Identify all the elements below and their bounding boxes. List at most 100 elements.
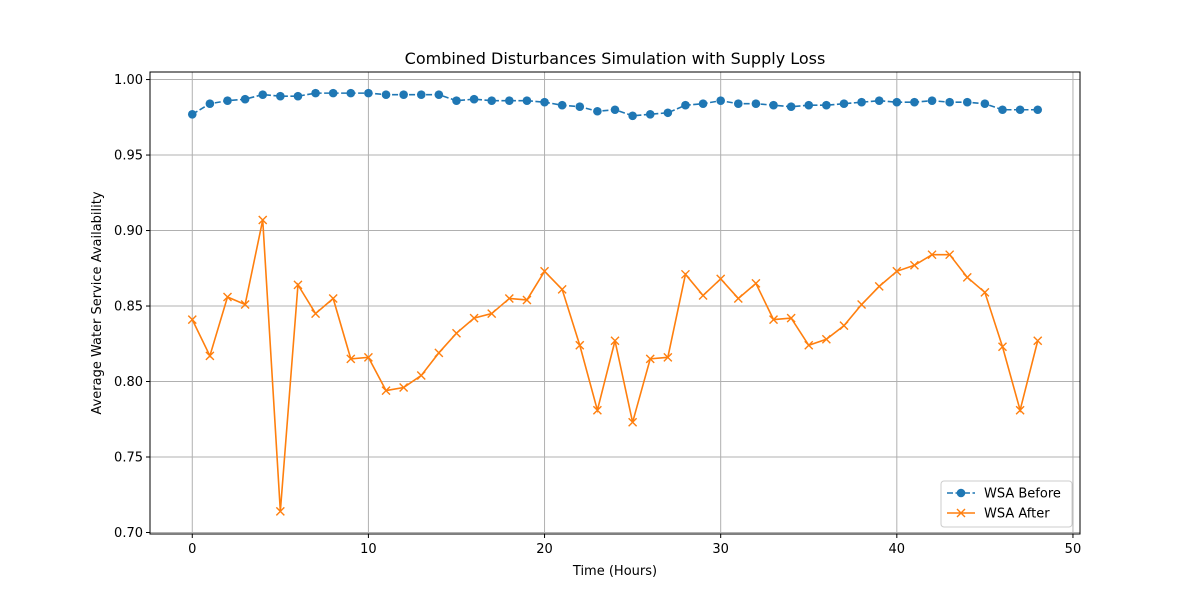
x-tick-label: 40	[889, 542, 906, 557]
data-point-wsa-after	[504, 293, 514, 303]
y-tick-label: 1.00	[114, 73, 143, 88]
data-point-wsa-after	[223, 292, 232, 302]
data-point-wsa-after	[628, 417, 638, 427]
data-point-wsa-before	[276, 91, 285, 101]
data-point-wsa-after	[399, 383, 409, 393]
data-point-wsa-after	[663, 352, 673, 362]
data-point-wsa-before	[769, 100, 778, 110]
data-point-wsa-after	[716, 274, 726, 284]
data-point-wsa-after	[275, 506, 285, 516]
data-point-wsa-before	[857, 97, 866, 107]
data-point-wsa-before	[311, 88, 320, 98]
data-point-wsa-before	[540, 97, 549, 107]
data-point-wsa-after	[434, 348, 444, 358]
data-point-wsa-before	[223, 96, 232, 105]
legend-swatch-marker	[956, 488, 966, 498]
data-point-wsa-before	[522, 96, 532, 105]
grid	[150, 72, 1080, 534]
plot-frame	[149, 71, 1081, 535]
data-point-wsa-before	[1033, 105, 1043, 115]
data-point-wsa-before	[874, 96, 884, 105]
x-tick-label: 20	[536, 542, 553, 557]
data-point-wsa-before	[452, 96, 461, 105]
data-point-wsa-before	[434, 90, 444, 99]
x-tick-label: 30	[712, 542, 729, 557]
data-point-wsa-before	[733, 99, 743, 109]
data-point-wsa-before	[1015, 105, 1025, 115]
data-point-wsa-after	[821, 334, 831, 344]
data-point-wsa-before	[839, 99, 849, 109]
ticks: 0 10 20 30 40 50 0.70 0.75 0.80 0.85 0.90 0.95 1.00	[114, 73, 1081, 557]
data-point-wsa-before	[293, 91, 303, 101]
data-point-wsa-after	[346, 354, 356, 364]
y-tick-label: 0.90	[114, 224, 143, 239]
data-point-wsa-after	[187, 315, 197, 325]
y-tick-label: 0.85	[114, 300, 143, 315]
data-point-wsa-after	[857, 300, 867, 310]
y-tick-label: 0.80	[114, 375, 143, 390]
data-point-wsa-after	[311, 309, 321, 319]
data-point-wsa-before	[698, 99, 708, 109]
data-point-wsa-before	[804, 100, 814, 110]
data-point-wsa-before	[205, 99, 215, 109]
data-point-wsa-after	[328, 293, 338, 303]
data-point-wsa-after	[522, 295, 532, 305]
data-point-wsa-after	[645, 354, 655, 364]
data-point-wsa-before	[980, 99, 990, 109]
data-point-wsa-before	[663, 108, 673, 118]
data-point-wsa-after	[998, 342, 1007, 352]
data-point-wsa-before	[927, 96, 937, 105]
data-point-wsa-before	[593, 106, 602, 116]
data-point-wsa-after	[945, 250, 955, 260]
legend-label-wsa-before: WSA Before	[984, 487, 1061, 502]
data-point-wsa-after	[733, 293, 743, 303]
data-point-wsa-after	[363, 352, 373, 362]
data-point-wsa-after	[540, 266, 550, 276]
data-point-wsa-after	[205, 351, 215, 361]
data-point-wsa-before	[892, 97, 902, 107]
data-point-wsa-after	[293, 280, 303, 290]
data-point-wsa-after	[557, 284, 567, 294]
data-point-wsa-before	[645, 109, 655, 119]
legend-label-wsa-after: WSA After	[984, 507, 1050, 522]
series-line-wsa-after	[191, 219, 1039, 512]
data-point-wsa-before	[399, 90, 408, 99]
data-point-wsa-before	[346, 88, 356, 98]
data-point-wsa-before	[628, 111, 637, 121]
x-tick-label: 10	[360, 542, 377, 557]
data-point-wsa-before	[716, 96, 725, 105]
data-point-wsa-after	[980, 287, 990, 297]
legend-swatch-marker	[956, 508, 966, 518]
data-point-wsa-before	[381, 90, 391, 99]
data-point-wsa-before	[575, 102, 585, 112]
data-point-wsa-before	[910, 97, 919, 107]
data-point-wsa-after	[575, 340, 585, 350]
data-point-wsa-after	[610, 336, 620, 346]
data-point-wsa-after	[451, 328, 461, 338]
data-point-wsa-before	[681, 100, 690, 110]
data-point-wsa-after	[874, 281, 884, 291]
y-tick-label: 0.95	[114, 149, 143, 164]
data-point-wsa-before	[751, 99, 761, 109]
data-point-wsa-after	[769, 315, 779, 325]
data-point-wsa-before	[505, 96, 514, 105]
data-point-wsa-before	[328, 88, 338, 98]
data-point-wsa-before	[557, 100, 567, 110]
legend: WSA Before WSA After	[940, 480, 1073, 528]
x-tick-label: 50	[1065, 542, 1082, 557]
data-point-wsa-before	[998, 105, 1007, 115]
data-point-wsa-before	[258, 90, 268, 99]
data-point-wsa-after	[1033, 336, 1043, 346]
data-point-wsa-before	[610, 105, 620, 115]
data-point-wsa-after	[680, 269, 690, 279]
data-point-wsa-after	[804, 340, 814, 350]
data-point-wsa-after	[1015, 405, 1025, 415]
data-point-wsa-after	[469, 313, 479, 323]
series-layer	[187, 88, 1043, 516]
data-point-wsa-after	[698, 290, 708, 300]
y-tick-label: 0.70	[114, 526, 143, 541]
data-point-wsa-before	[822, 100, 831, 110]
data-point-wsa-after	[786, 313, 796, 323]
y-axis-label: Average Water Service Availability	[90, 191, 105, 414]
